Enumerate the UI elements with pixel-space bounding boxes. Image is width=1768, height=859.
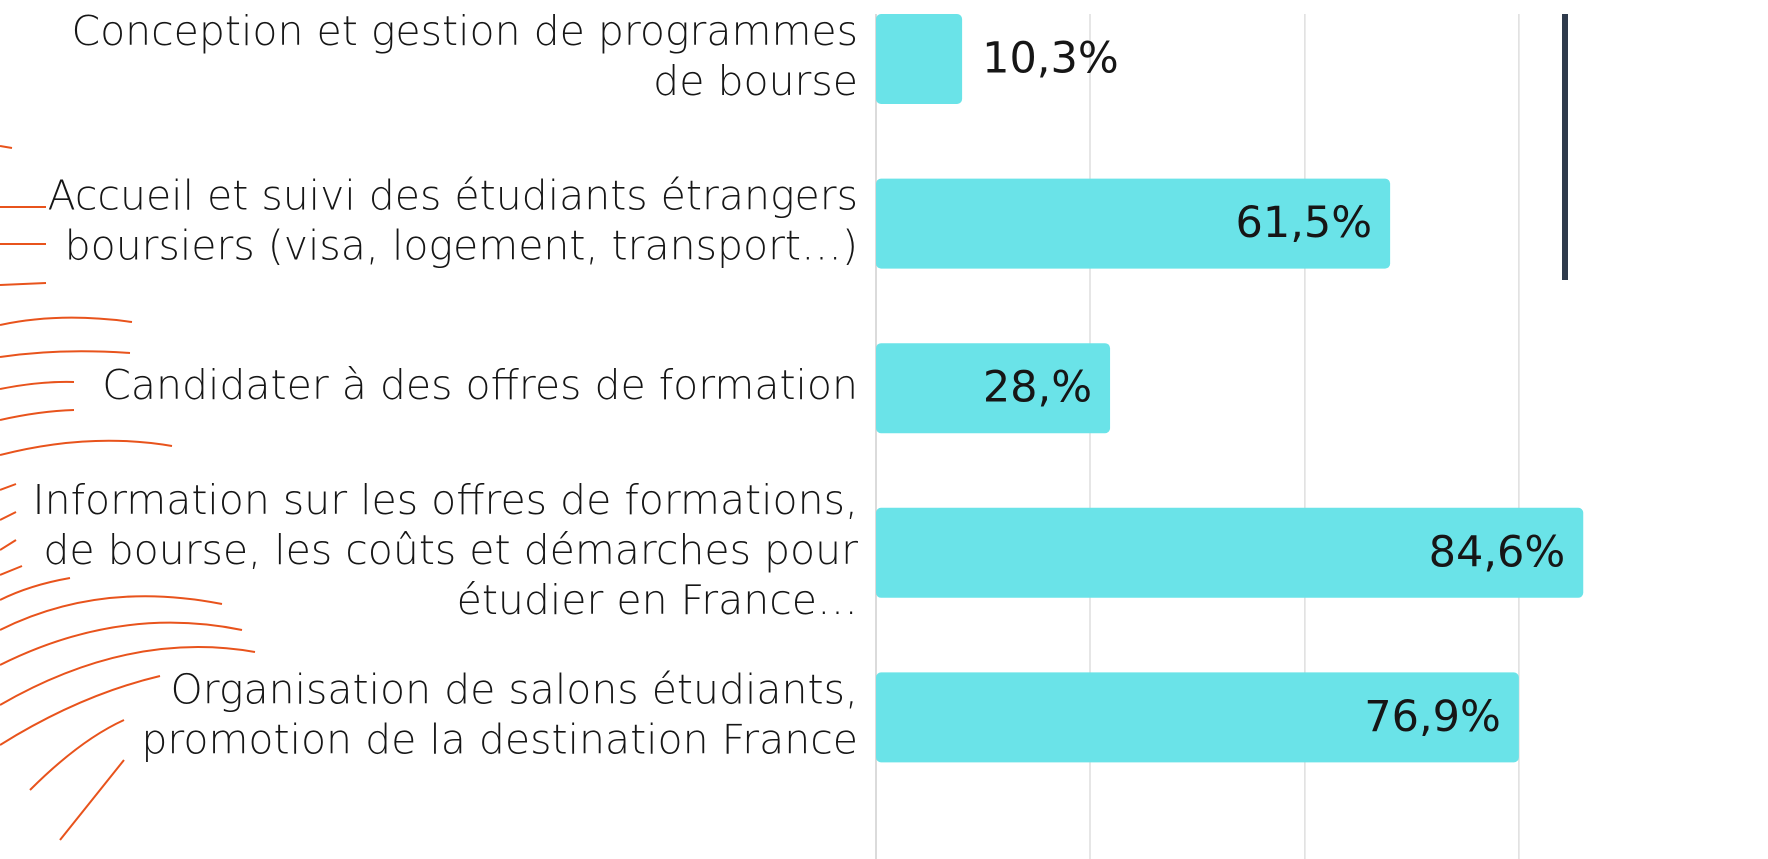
data-label: 28,%	[983, 363, 1092, 413]
bar	[876, 178, 1391, 269]
decoration	[0, 145, 256, 841]
panel-edge	[1562, 14, 1568, 280]
bar	[876, 672, 1519, 763]
category-label: Accueil et suivi des étudiants étrangers…	[48, 172, 858, 270]
category-label: Candidater à des offres de formation	[102, 361, 858, 409]
bar	[876, 14, 963, 104]
bar	[876, 343, 1111, 434]
category-label: Conception et gestion de programmes de bo…	[71, 7, 858, 105]
data-label: 76,9%	[1364, 692, 1501, 742]
data-label: 84,6%	[1429, 527, 1566, 577]
bar	[876, 507, 1584, 598]
data-label: 61,5%	[1236, 198, 1373, 248]
category-label: Organisation de salons étudiants, promoti…	[141, 665, 858, 763]
category-label: Information sur les offres de formations…	[33, 476, 859, 624]
data-label: 10,3%	[982, 34, 1119, 84]
